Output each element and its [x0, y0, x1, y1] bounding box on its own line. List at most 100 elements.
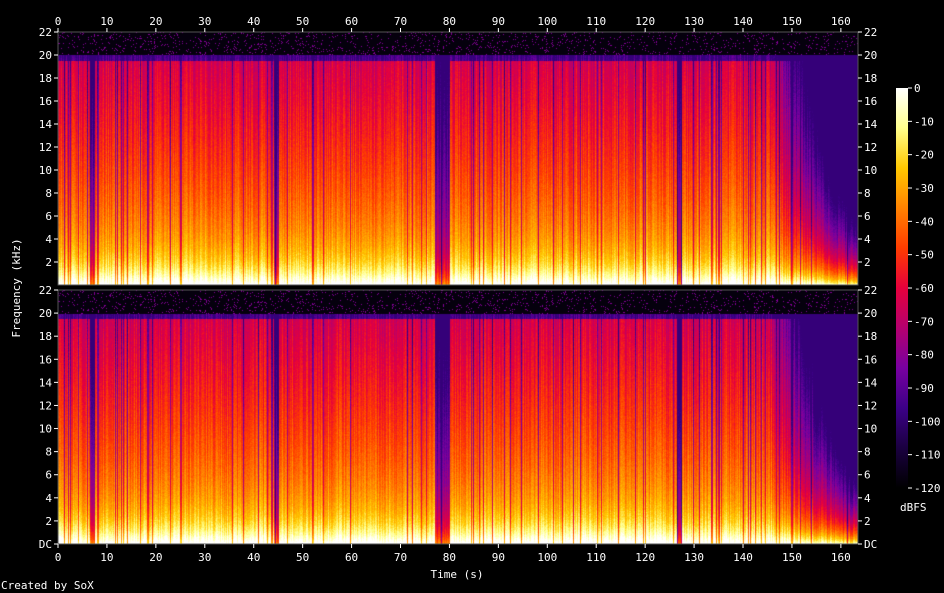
y-tick-label-left: 20 — [39, 307, 52, 320]
x-tick-label-top: 90 — [492, 15, 505, 28]
x-tick-label-bottom: 0 — [55, 551, 62, 564]
y-tick-label-right: 22 — [864, 26, 877, 39]
y-tick-label-left: DC — [39, 538, 52, 551]
y-tick-label-right: 20 — [864, 49, 877, 62]
x-tick-label-top: 150 — [782, 15, 802, 28]
y-tick-label-left: 22 — [39, 284, 52, 297]
x-tick-label-bottom: 120 — [635, 551, 655, 564]
x-tick-label-top: 110 — [586, 15, 606, 28]
y-tick-label-left: 4 — [45, 492, 52, 505]
y-tick-label-left: 10 — [39, 164, 52, 177]
x-tick-label-bottom: 80 — [443, 551, 456, 564]
y-tick-label-left: 6 — [45, 210, 52, 223]
y-tick-label-left: 18 — [39, 330, 52, 343]
x-tick-label-top: 160 — [831, 15, 851, 28]
y-tick-label-right: 4 — [864, 492, 871, 505]
y-tick-label-left: 8 — [45, 187, 52, 200]
y-tick-label-right: 8 — [864, 446, 871, 459]
x-tick-label-bottom: 10 — [100, 551, 113, 564]
x-tick-label-bottom: 20 — [149, 551, 162, 564]
colorbar-tick-label: -100 — [914, 415, 941, 428]
y-tick-label-left: 16 — [39, 95, 52, 108]
y-tick-label-right: 20 — [864, 307, 877, 320]
y-tick-label-left: 22 — [39, 26, 52, 39]
y-tick-label-left: 12 — [39, 399, 52, 412]
x-tick-label-top: 30 — [198, 15, 211, 28]
colorbar-tick-label: -10 — [914, 115, 934, 128]
colorbar-tick-label: -110 — [914, 449, 941, 462]
y-tick-label-right: 18 — [864, 330, 877, 343]
colorbar-tick-label: -50 — [914, 249, 934, 262]
y-tick-label-right: 14 — [864, 118, 878, 131]
x-axis-label: Time (s) — [431, 568, 484, 581]
x-tick-label-bottom: 50 — [296, 551, 309, 564]
colorbar-tick-label: -70 — [914, 315, 934, 328]
x-tick-label-bottom: 100 — [537, 551, 557, 564]
colorbar — [896, 88, 908, 488]
y-tick-label-left: 14 — [39, 118, 53, 131]
x-tick-label-bottom: 110 — [586, 551, 606, 564]
y-tick-label-right: 18 — [864, 72, 877, 85]
spectrogram-panel-channel-2 — [58, 290, 858, 544]
y-tick-label-left: 20 — [39, 49, 52, 62]
y-tick-label-right: DC — [864, 538, 877, 551]
y-tick-label-right: 22 — [864, 284, 877, 297]
colorbar-tick-label: -80 — [914, 349, 934, 362]
y-axis-label: Frequency (kHz) — [10, 238, 23, 337]
x-tick-label-top: 130 — [684, 15, 704, 28]
y-tick-label-right: 12 — [864, 141, 877, 154]
x-tick-label-top: 80 — [443, 15, 456, 28]
y-tick-label-right: 16 — [864, 95, 877, 108]
x-tick-label-bottom: 60 — [345, 551, 358, 564]
y-tick-label-left: 8 — [45, 446, 52, 459]
y-tick-label-left: 2 — [45, 256, 52, 269]
colorbar-tick-label: -30 — [914, 182, 934, 195]
colorbar-tick-label: -120 — [914, 482, 941, 495]
x-tick-label-bottom: 90 — [492, 551, 505, 564]
colorbar-tick-label: -20 — [914, 149, 934, 162]
y-tick-label-right: 12 — [864, 399, 877, 412]
y-tick-label-right: 2 — [864, 256, 871, 269]
y-tick-label-left: 10 — [39, 423, 52, 436]
x-tick-label-bottom: 150 — [782, 551, 802, 564]
colorbar-label: dBFS — [900, 501, 927, 514]
x-tick-label-bottom: 40 — [247, 551, 260, 564]
y-tick-label-right: 10 — [864, 423, 877, 436]
y-tick-label-right: 14 — [864, 376, 878, 389]
y-tick-label-left: 14 — [39, 376, 53, 389]
y-tick-label-right: 2 — [864, 515, 871, 528]
colorbar-tick-label: -90 — [914, 382, 934, 395]
x-tick-label-top: 100 — [537, 15, 557, 28]
footer-credit: Created by SoX — [1, 579, 94, 592]
y-tick-label-right: 4 — [864, 233, 871, 246]
x-tick-label-top: 10 — [100, 15, 113, 28]
y-tick-label-left: 16 — [39, 353, 52, 366]
x-tick-label-top: 70 — [394, 15, 407, 28]
colorbar-tick-label: 0 — [914, 82, 921, 95]
x-tick-label-top: 50 — [296, 15, 309, 28]
y-tick-label-left: 6 — [45, 469, 52, 482]
x-tick-label-top: 120 — [635, 15, 655, 28]
colorbar-tick-label: -60 — [914, 282, 934, 295]
y-tick-label-right: 10 — [864, 164, 877, 177]
spectrogram-panel-channel-1 — [58, 32, 858, 285]
x-tick-label-top: 20 — [149, 15, 162, 28]
x-tick-label-top: 60 — [345, 15, 358, 28]
x-tick-label-bottom: 140 — [733, 551, 753, 564]
y-tick-label-left: 18 — [39, 72, 52, 85]
x-tick-label-bottom: 70 — [394, 551, 407, 564]
x-tick-label-top: 0 — [55, 15, 62, 28]
y-tick-label-right: 8 — [864, 187, 871, 200]
y-tick-label-right: 6 — [864, 210, 871, 223]
x-tick-label-bottom: 130 — [684, 551, 704, 564]
x-tick-label-top: 140 — [733, 15, 753, 28]
y-tick-label-left: 12 — [39, 141, 52, 154]
x-tick-label-bottom: 160 — [831, 551, 851, 564]
y-tick-label-left: 2 — [45, 515, 52, 528]
x-tick-label-bottom: 30 — [198, 551, 211, 564]
y-tick-label-right: 16 — [864, 353, 877, 366]
x-tick-label-top: 40 — [247, 15, 260, 28]
colorbar-tick-label: -40 — [914, 215, 934, 228]
y-tick-label-left: 4 — [45, 233, 52, 246]
